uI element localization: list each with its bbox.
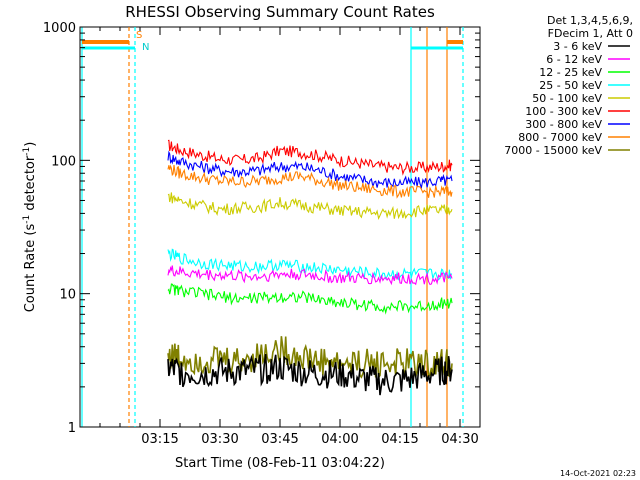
x-axis-label: Start Time (08-Feb-11 03:04:22) (175, 456, 385, 471)
x-tick-label-2: 03:45 (261, 432, 298, 447)
s-marker-label: S (136, 30, 142, 41)
legend-label-0: 3 - 6 keV (553, 40, 602, 53)
series-line-8 (167, 353, 453, 396)
x-tick-label-4: 04:15 (381, 432, 418, 447)
series-layer (167, 139, 453, 396)
series-line-1 (167, 150, 453, 190)
x-tick-label-0: 03:15 (141, 432, 178, 447)
y-axis-label-end: ) (23, 142, 38, 147)
y-axis-label-sup2: -1 (22, 147, 32, 156)
y-axis-ticks: 1 10 100 1000 (43, 21, 480, 436)
x-tick-label-3: 04:00 (321, 432, 358, 447)
legend-label-5: 100 - 300 keV (525, 105, 602, 118)
y-tick-label-0: 1 (68, 421, 76, 436)
legend-label-1: 6 - 12 keV (546, 53, 602, 66)
y-axis-label: Count Rate (s-1 detector-1) (22, 142, 38, 313)
x-axis-ticks: 03:15 03:30 03:45 04:00 04:15 04:30 (99, 27, 479, 447)
series-line-7 (167, 336, 453, 380)
series-line-3 (167, 192, 453, 220)
chart-title: RHESSI Observing Summary Count Rates (125, 3, 435, 21)
y-axis-label-main: Count Rate (s (23, 224, 38, 313)
legend-header-detectors: Det 1,3,4,5,6,9, (547, 14, 633, 27)
legend-label-6: 300 - 800 keV (525, 118, 602, 131)
legend-label-3: 25 - 50 keV (539, 79, 602, 92)
legend: Det 1,3,4,5,6,9, FDecim 1, Att 0 3 - 6 k… (504, 14, 633, 157)
n-marker-label: N (142, 42, 149, 53)
series-line-2 (167, 164, 453, 199)
legend-header-decimation: FDecim 1, Att 0 (548, 27, 633, 40)
legend-label-7: 800 - 7000 keV (518, 131, 602, 144)
y-tick-label-1: 10 (59, 288, 76, 303)
x-tick-label-5: 04:30 (441, 432, 478, 447)
y-axis-label-sup1: -1 (22, 215, 32, 224)
y-tick-label-3: 1000 (43, 21, 76, 36)
series-line-6 (167, 283, 453, 315)
footer-timestamp: 14-Oct-2021 02:23 (560, 469, 636, 478)
series-line-4 (167, 248, 453, 281)
series-line-5 (167, 265, 453, 286)
series-line-0 (167, 139, 453, 176)
x-tick-label-1: 03:30 (201, 432, 238, 447)
y-tick-label-2: 100 (51, 154, 76, 169)
legend-label-4: 50 - 100 keV (532, 92, 602, 105)
legend-label-8: 7000 - 15000 keV (504, 144, 602, 157)
y-axis-label-mid: detector (23, 155, 38, 215)
legend-label-2: 12 - 25 keV (539, 66, 602, 79)
